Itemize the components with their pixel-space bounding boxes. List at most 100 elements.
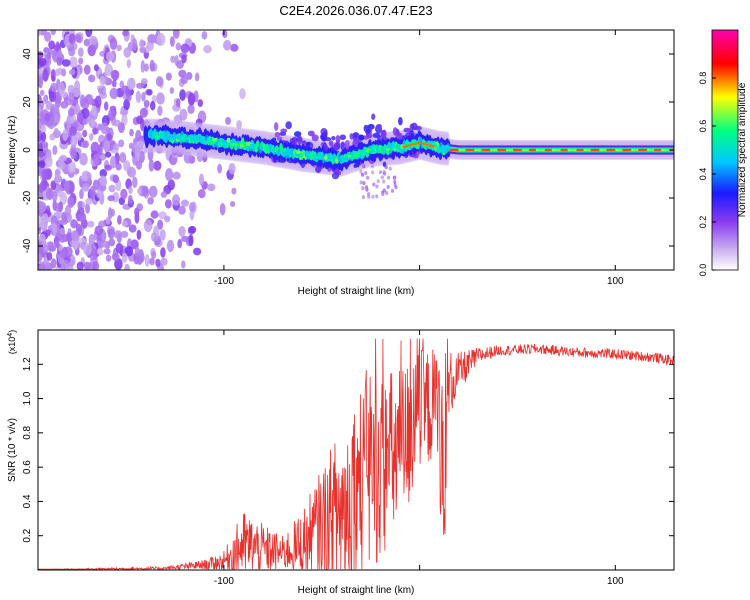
heatmap-noise-cell	[186, 71, 193, 80]
heatmap-peak-cell	[414, 142, 418, 146]
heatmap-noise-cell	[222, 30, 228, 39]
heatmap-noise-cell	[197, 189, 206, 199]
heatmap-noise-cell	[153, 160, 162, 171]
heatmap-noise-cell	[172, 30, 180, 39]
heatmap-branch-cell	[371, 170, 375, 175]
heatmap-noise-cell	[85, 202, 90, 214]
heatmap-branch-cell	[366, 133, 373, 139]
heatmap-noise-cell	[98, 87, 104, 95]
heatmap-peak-cell	[225, 142, 231, 147]
heatmap-peak-cell	[442, 145, 449, 150]
heatmap-noise-cell	[67, 84, 75, 93]
heatmap-noise-cell	[38, 182, 44, 194]
heatmap-noise-cell	[157, 105, 163, 116]
heatmap-branch-cell	[388, 166, 392, 171]
heatmap-noise-cell	[127, 166, 137, 178]
heatmap-peak-cell	[431, 144, 435, 148]
heatmap-noise-cell	[60, 100, 69, 109]
heatmap-noise-cell	[42, 96, 48, 104]
heatmap-noise-cell	[53, 235, 60, 248]
heatmap-branch-cell	[293, 131, 302, 137]
heatmap-branch-cell	[372, 132, 381, 138]
heatmap-branch-cell	[296, 135, 303, 145]
heatmap-noise-cell	[179, 108, 188, 121]
heatmap-noise-cell	[136, 82, 145, 89]
heatmap-y-tick-label: 40	[22, 48, 33, 60]
heatmap-noise-cell	[64, 204, 72, 217]
heatmap-noise-cell	[164, 215, 171, 223]
heatmap-noise-cell	[141, 91, 146, 102]
heatmap-noise-cell	[150, 232, 157, 242]
heatmap-noise-cell	[122, 30, 129, 37]
heatmap-peak-cell	[249, 143, 255, 149]
heatmap-peak-cell	[190, 136, 196, 140]
heatmap-noise-cell	[207, 183, 216, 192]
heatmap-noise-cell	[61, 68, 67, 77]
snr-x-tick-label: 100	[607, 576, 624, 587]
heatmap-peak-cell	[161, 131, 166, 136]
heatmap-noise-cell	[225, 116, 232, 125]
heatmap-noise-cell	[126, 94, 132, 101]
heatmap-noise-cell	[198, 173, 204, 186]
heatmap-peak-cell	[212, 137, 218, 142]
heatmap-noise-cell	[108, 184, 116, 193]
heatmap-noise-cell	[178, 226, 186, 237]
heatmap-branch-cell	[335, 135, 341, 143]
heatmap-noise-cell	[51, 223, 58, 236]
heatmap-noise-cell	[164, 199, 172, 209]
heatmap-noise-cell	[147, 197, 154, 205]
colorbar-tick-label: 0.6	[698, 120, 708, 133]
colorbar-tick-label: 0.0	[698, 264, 708, 277]
heatmap-branch-cell	[360, 172, 365, 177]
heatmap-noise-cell	[112, 143, 120, 151]
heatmap-panel: -40 -20 0 20 40 -100 100 Height of straight l…	[7, 29, 675, 297]
heatmap-noise-cell	[169, 36, 175, 47]
heatmap-branch-cell	[392, 127, 398, 136]
heatmap-noise-cell	[92, 152, 100, 166]
heatmap-noise-cell	[109, 37, 118, 50]
heatmap-y-tick-label: -20	[22, 190, 33, 205]
heatmap-noise-cell	[94, 95, 102, 109]
heatmap-peak-cell	[282, 150, 288, 156]
heatmap-noise-cell	[38, 201, 47, 214]
snr-x-axis: -100 100	[214, 330, 624, 587]
heatmap-noise-cell	[236, 119, 242, 130]
heatmap-noise-cell	[228, 162, 236, 175]
heatmap-noise-cell	[82, 140, 89, 149]
heatmap-noise-cell	[103, 248, 111, 255]
heatmap-noise-cell	[230, 43, 239, 52]
heatmap-noise-cell	[132, 38, 138, 51]
heatmap-noise-cell	[155, 258, 161, 268]
heatmap-noise-cell	[42, 143, 49, 153]
heatmap-noise-cell	[50, 180, 57, 191]
heatmap-noise-cell	[130, 239, 139, 250]
heatmap-noise-cell	[54, 168, 61, 176]
heatmap-noise-cell	[67, 161, 76, 174]
heatmap-noise-cell	[156, 33, 166, 46]
heatmap-noise-cell	[188, 202, 196, 212]
heatmap-branch-cell	[280, 128, 288, 133]
heatmap-noise-cell	[39, 111, 44, 123]
heatmap-peak-cell	[304, 151, 310, 157]
heatmap-noise-cell	[44, 112, 51, 122]
heatmap-branch-cell	[366, 175, 370, 180]
heatmap-noise-cell	[60, 217, 68, 225]
heatmap-noise-cell	[105, 254, 112, 262]
heatmap-noise-cell	[41, 168, 49, 181]
heatmap-noise-cell	[61, 259, 70, 269]
snr-y-tick-label: 1.0	[22, 391, 33, 405]
heatmap-noise-cell	[69, 69, 76, 76]
heatmap-branch-cell	[381, 192, 385, 197]
heatmap-noise-cell	[150, 100, 156, 111]
heatmap-noise-cell	[38, 30, 42, 37]
heatmap-noise-cell	[110, 69, 120, 80]
heatmap-noise-cell	[180, 199, 189, 207]
heatmap-noise-cell	[70, 150, 77, 160]
heatmap-noise-cell	[79, 188, 84, 200]
heatmap-peak-cell	[360, 149, 366, 155]
heatmap-peak-cell	[357, 151, 361, 155]
heatmap-noise-cell	[121, 252, 128, 263]
heatmap-noise-cell	[160, 191, 168, 198]
heatmap-noise-cell	[149, 257, 155, 266]
heatmap-noise-cell	[114, 257, 123, 270]
